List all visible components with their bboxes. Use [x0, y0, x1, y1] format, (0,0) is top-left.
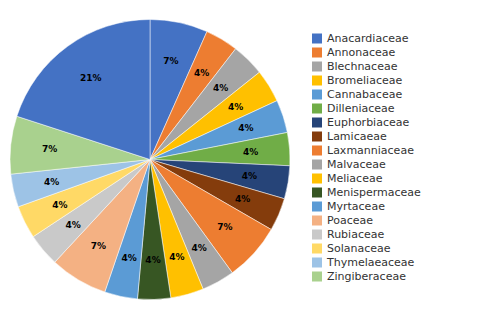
data-label: 4% [235, 194, 250, 204]
legend-item: Blechnaceae [312, 60, 398, 73]
legend: AnacardiaceaeAnnonaceaeBlechnaceaeBromel… [312, 32, 421, 283]
legend-item: Meliaceae [312, 172, 383, 185]
data-label: 4% [238, 123, 253, 133]
legend-swatch [312, 76, 322, 86]
legend-item: Dilleniaceae [312, 102, 395, 115]
legend-item: Poaceae [312, 214, 373, 227]
legend-item: Anacardiaceae [312, 32, 409, 45]
data-label: 4% [194, 68, 209, 78]
legend-label: Rubiaceae [327, 228, 384, 241]
legend-swatch [312, 272, 322, 282]
legend-item: Zingiberaceae [312, 270, 406, 283]
pie-slice [17, 20, 150, 160]
legend-label: Bromeliaceae [327, 74, 402, 87]
legend-label: Blechnaceae [327, 60, 398, 73]
legend-item: Rubiaceae [312, 228, 384, 241]
data-label: 4% [242, 171, 257, 181]
legend-label: Zingiberaceae [327, 270, 406, 283]
legend-swatch [312, 104, 322, 114]
legend-label: Myrtaceae [327, 200, 385, 213]
legend-swatch [312, 202, 322, 212]
data-label: 4% [44, 177, 59, 187]
legend-label: Poaceae [327, 214, 373, 227]
legend-label: Lamicaeae [327, 130, 387, 143]
legend-swatch [312, 146, 322, 156]
data-label: 7% [163, 56, 178, 66]
data-label: 7% [42, 144, 57, 154]
legend-label: Laxmanniaceae [327, 144, 414, 157]
legend-swatch [312, 118, 322, 128]
pie [10, 20, 290, 300]
legend-swatch [312, 90, 322, 100]
legend-label: Menispermaceae [327, 186, 421, 199]
legend-item: Cannabaceae [312, 88, 402, 101]
data-label: 4% [65, 220, 80, 230]
data-label: 7% [217, 222, 232, 232]
legend-label: Annonaceae [327, 46, 395, 59]
data-label: 4% [121, 253, 136, 263]
data-label: 4% [243, 147, 258, 157]
legend-swatch [312, 160, 322, 170]
legend-label: Thymelaeaceae [326, 256, 415, 269]
legend-swatch [312, 258, 322, 268]
legend-swatch [312, 34, 322, 44]
legend-label: Malvaceae [327, 158, 386, 171]
legend-swatch [312, 174, 322, 184]
data-labels: 7%4%4%4%4%4%4%4%7%4%4%4%4%7%4%4%4%7%21% [42, 56, 258, 265]
data-label: 4% [52, 200, 67, 210]
legend-item: Laxmanniaceae [312, 144, 414, 157]
legend-item: Malvaceae [312, 158, 386, 171]
legend-item: Bromeliaceae [312, 74, 402, 87]
data-label: 4% [169, 252, 184, 262]
legend-label: Dilleniaceae [327, 102, 395, 115]
legend-swatch [312, 216, 322, 226]
data-label: 4% [213, 83, 228, 93]
legend-swatch [312, 48, 322, 58]
chart: 7%4%4%4%4%4%4%4%7%4%4%4%4%7%4%4%4%7%21%A… [0, 0, 480, 319]
legend-item: Lamicaeae [312, 130, 387, 143]
legend-item: Annonaceae [312, 46, 395, 59]
data-label: 4% [191, 243, 206, 253]
data-label: 4% [228, 102, 243, 112]
legend-swatch [312, 230, 322, 240]
legend-swatch [312, 62, 322, 72]
data-label: 7% [91, 241, 106, 251]
legend-label: Anacardiaceae [327, 32, 409, 45]
legend-swatch [312, 188, 322, 198]
legend-item: Thymelaeaceae [312, 256, 415, 269]
legend-label: Solanaceae [327, 242, 391, 255]
legend-item: Euphorbiaceae [312, 116, 409, 129]
data-label: 21% [80, 73, 102, 83]
legend-label: Euphorbiaceae [327, 116, 409, 129]
legend-item: Myrtaceae [312, 200, 385, 213]
legend-item: Solanaceae [312, 242, 391, 255]
data-label: 4% [145, 255, 160, 265]
legend-label: Cannabaceae [327, 88, 402, 101]
legend-item: Menispermaceae [312, 186, 421, 199]
legend-swatch [312, 132, 322, 142]
legend-label: Meliaceae [327, 172, 383, 185]
legend-swatch [312, 244, 322, 254]
